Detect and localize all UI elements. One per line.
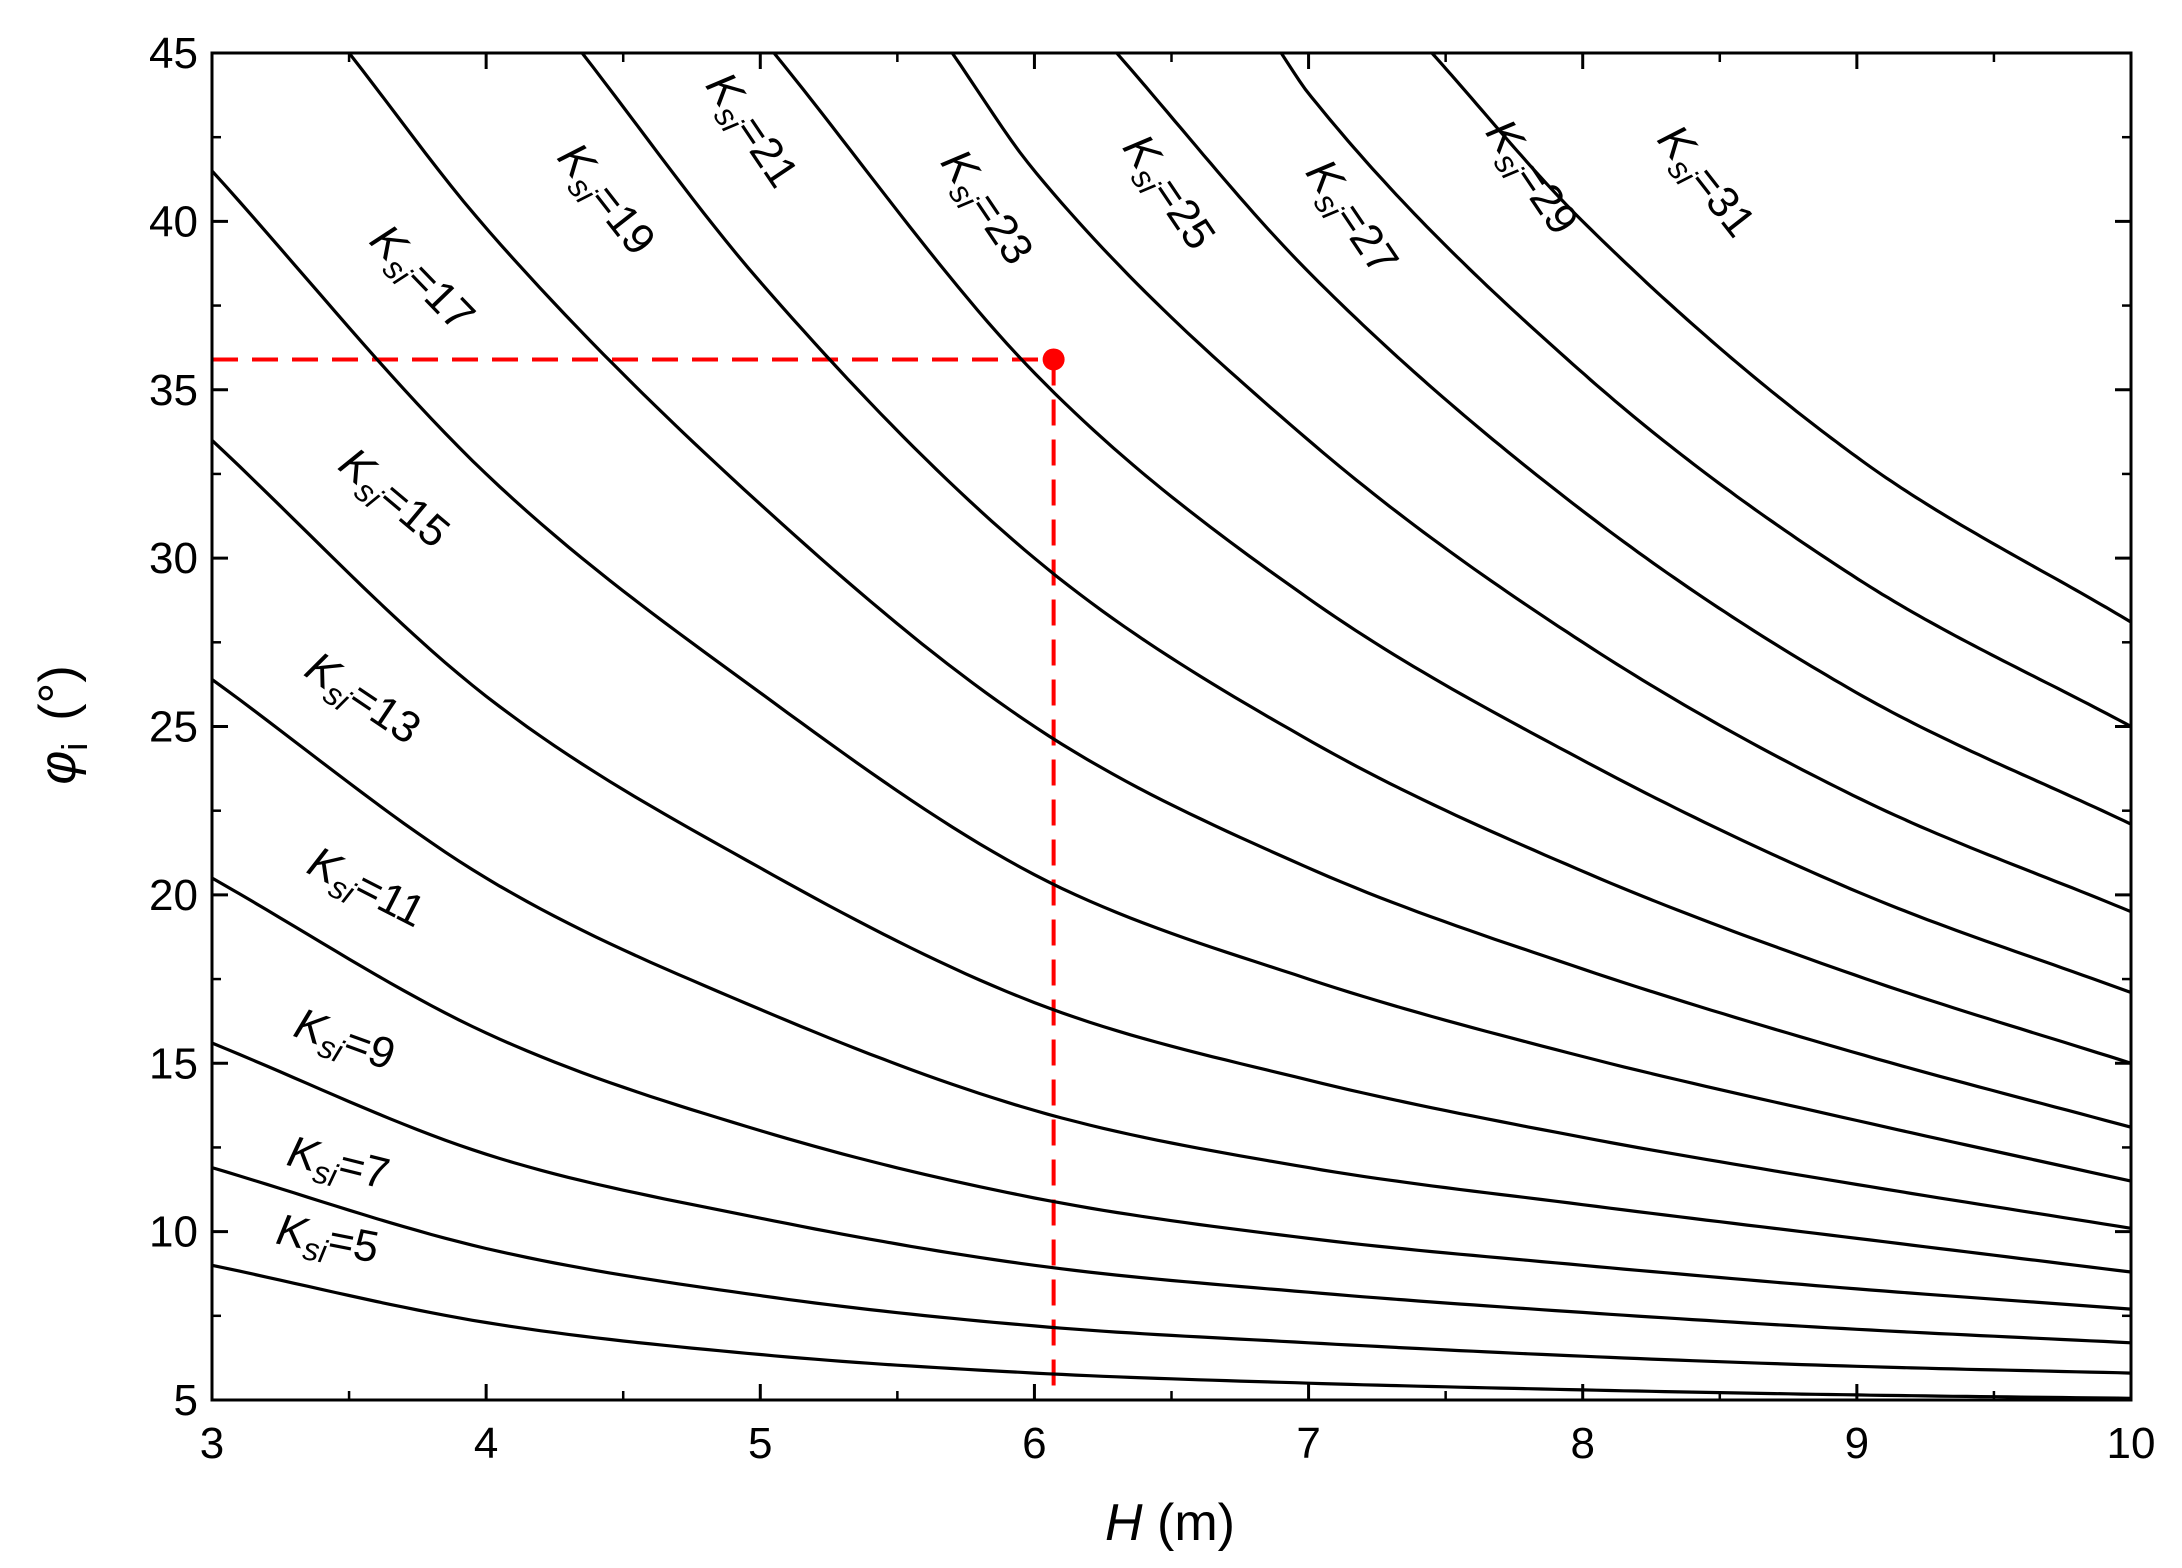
y-tick-label: 5 <box>174 1376 198 1425</box>
plot-frame <box>210 51 2133 1402</box>
x-tick-label: 7 <box>1296 1419 1320 1468</box>
curve-label-9: Ksi=9 <box>286 999 402 1087</box>
curve-label-13: Ksi=13 <box>293 642 430 760</box>
series-curve-13 <box>211 678 2132 1274</box>
marked-point <box>1042 348 1065 371</box>
svg-text:φi(°): φi (°) <box>29 665 95 784</box>
y-tick-label: 40 <box>149 197 198 246</box>
x-tick-label: 10 <box>2107 1419 2156 1468</box>
curve-label-19: Ksi=19 <box>542 134 664 269</box>
curve-label-27: Ksi=27 <box>1290 151 1408 288</box>
y-axis-symbol: φ <box>29 751 87 785</box>
x-axis-title: H (m) <box>1105 1494 1235 1552</box>
y-axis-subscript: i <box>54 743 95 751</box>
series-curve-15 <box>210 439 2132 1230</box>
x-tick-label: 9 <box>1845 1419 1869 1468</box>
x-axis-symbol: H <box>1105 1494 1143 1552</box>
y-tick-label: 20 <box>149 871 198 920</box>
series-curve-17 <box>210 169 2132 1183</box>
x-tick-label: 6 <box>1022 1419 1046 1468</box>
y-axis-title: φi (°) <box>29 665 95 784</box>
series-curves <box>210 51 2132 1400</box>
guide-lines <box>212 357 1056 1400</box>
curve-label-11: Ksi=11 <box>297 837 433 943</box>
x-tick-label: 4 <box>474 1419 498 1468</box>
series-curve-31 <box>1430 51 2132 624</box>
curve-label-7: Ksi=7 <box>281 1127 394 1206</box>
y-tick-label: 45 <box>149 29 198 78</box>
curve-labels: Ksi=5Ksi=7Ksi=9Ksi=11Ksi=13Ksi=15Ksi=17K… <box>273 64 1765 1273</box>
curve-label-31: Ksi=31 <box>1642 116 1764 251</box>
series-curve-25 <box>950 52 2132 914</box>
y-axis-unit: (°) <box>29 665 87 720</box>
curve-label-15: Ksi=15 <box>325 438 458 563</box>
series-curve-7 <box>211 1166 2132 1375</box>
series-curve-9 <box>211 1041 2132 1345</box>
y-tick-label: 10 <box>149 1208 198 1257</box>
y-tick-labels: 5 10 15 20 25 30 35 40 45 <box>149 29 198 1425</box>
x-axis-unit: (m) <box>1143 1494 1235 1552</box>
series-curve-21 <box>580 52 2132 1065</box>
series-curve-23 <box>772 51 2132 995</box>
y-tick-label: 30 <box>149 534 198 583</box>
y-tick-label: 35 <box>149 366 198 415</box>
curve-label-25: Ksi=25 <box>1107 126 1225 263</box>
series-curve-29 <box>1279 52 2132 728</box>
y-tick-label: 25 <box>149 703 198 752</box>
curve-label-21: Ksi=21 <box>690 64 808 201</box>
x-tick-label: 8 <box>1570 1419 1594 1468</box>
curve-label-29: Ksi=29 <box>1470 111 1588 248</box>
series-curve-5 <box>211 1263 2132 1400</box>
axes <box>210 51 2133 1402</box>
series-curve-19 <box>347 52 2132 1129</box>
curve-label-17: Ksi=17 <box>356 215 485 345</box>
series-curve-11 <box>211 876 2132 1311</box>
series-curve-27 <box>1115 51 2132 826</box>
x-tick-label: 5 <box>748 1419 772 1468</box>
marked-point-group <box>1042 348 1065 371</box>
y-tick-label: 15 <box>149 1039 198 1088</box>
x-tick-label: 3 <box>200 1419 224 1468</box>
x-tick-labels: 3 4 5 6 7 8 9 10 <box>200 1419 2156 1468</box>
